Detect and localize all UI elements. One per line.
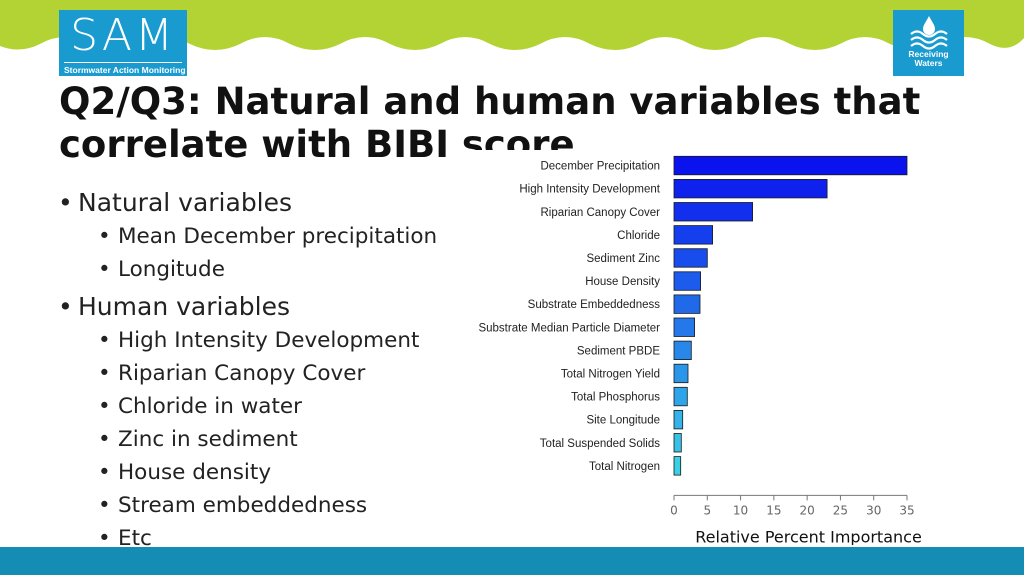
water-drop-waves-icon <box>909 16 948 50</box>
bullet-house-density: House density <box>58 456 437 489</box>
bar-chloride <box>673 225 713 245</box>
bar-label-sediment-zinc: Sediment Zinc <box>586 253 660 265</box>
bullet-human-variables: Human variables <box>58 290 437 324</box>
bar-label-high-intensity-development: High Intensity Development <box>519 184 660 196</box>
x-tick-label-30: 30 <box>866 503 881 517</box>
bar-house-density <box>673 271 702 291</box>
bar-label-december-precipitation: December Precipitation <box>540 161 660 173</box>
bar-label-total-nitrogen-yield: Total Nitrogen Yield <box>561 368 660 380</box>
sam-logo-subtitle: Stormwater Action Monitoring <box>64 62 186 75</box>
bar-label-house-density: House Density <box>585 276 660 288</box>
x-tick-label-10: 10 <box>733 503 748 517</box>
x-tick-label-0: 0 <box>670 503 678 517</box>
bar-substrate-embeddedness <box>673 294 701 314</box>
bullet-high-intensity-development: High Intensity Development <box>58 324 437 357</box>
bar-total-nitrogen <box>673 456 682 476</box>
bar-label-sediment-pbde: Sediment PBDE <box>577 345 660 357</box>
rw-logo-line1: Receiving <box>908 49 949 59</box>
bar-site-longitude <box>673 409 684 430</box>
bar-december-precipitation <box>673 155 908 176</box>
bullet-list: Natural variables Mean December precipit… <box>58 182 437 555</box>
bar-total-nitrogen-yield <box>673 363 689 384</box>
bar-label-substrate-embeddedness: Substrate Embeddedness <box>528 299 661 311</box>
bar-sediment-zinc <box>673 248 708 268</box>
sam-logo: SAM Stormwater Action Monitoring <box>59 10 187 76</box>
bullet-stream-embeddedness: Stream embeddedness <box>58 489 437 522</box>
green-wave-band <box>0 0 1024 50</box>
x-tick-label-20: 20 <box>800 503 815 517</box>
bullet-zinc-in-sediment: Zinc in sediment <box>58 423 437 456</box>
rw-logo-line2: Waters <box>914 58 943 68</box>
bullet-natural-variables: Natural variables <box>58 186 437 220</box>
bullet-chloride-in-water: Chloride in water <box>58 390 437 423</box>
x-tick-label-25: 25 <box>833 503 848 517</box>
importance-bar-chart: December Precipitation High Intensity Dev… <box>478 155 922 545</box>
bar-total-suspended-solids <box>673 433 682 453</box>
bar-label-chloride: Chloride <box>617 230 660 242</box>
bar-label-total-phosphorus: Total Phosphorus <box>571 392 660 404</box>
bullet-riparian-canopy-cover: Riparian Canopy Cover <box>58 357 437 390</box>
bar-riparian-canopy-cover <box>673 202 753 222</box>
x-axis-label: Relative Percent Importance <box>695 527 922 545</box>
chart-card: December Precipitation High Intensity Dev… <box>462 150 934 545</box>
bar-label-total-suspended-solids: Total Suspended Solids <box>540 438 660 450</box>
x-tick-label-15: 15 <box>766 503 781 517</box>
bullet-etc: Etc <box>58 522 437 555</box>
bar-label-total-nitrogen: Total Nitrogen <box>589 461 660 473</box>
bullet-mean-december-precipitation: Mean December precipitation <box>58 220 437 253</box>
bar-label-riparian-canopy-cover: Riparian Canopy Cover <box>540 207 660 219</box>
receiving-waters-logo: Receiving Waters <box>893 10 964 76</box>
bar-sediment-pbde <box>673 340 692 361</box>
x-tick-label-5: 5 <box>703 503 711 517</box>
page-title: Q2/Q3: Natural and human variables that … <box>59 80 921 166</box>
bar-substrate-median-particle-diameter <box>673 317 696 337</box>
bar-total-phosphorus <box>673 386 688 407</box>
bar-high-intensity-development <box>673 178 828 199</box>
bottom-bar <box>0 547 1024 575</box>
bar-label-substrate-median-particle-diameter: Substrate Median Particle Diameter <box>478 322 660 334</box>
bar-label-site-longitude: Site Longitude <box>586 415 660 427</box>
sam-logo-word: SAM <box>70 10 176 61</box>
x-tick-label-35: 35 <box>899 503 914 517</box>
bullet-longitude: Longitude <box>58 253 437 286</box>
